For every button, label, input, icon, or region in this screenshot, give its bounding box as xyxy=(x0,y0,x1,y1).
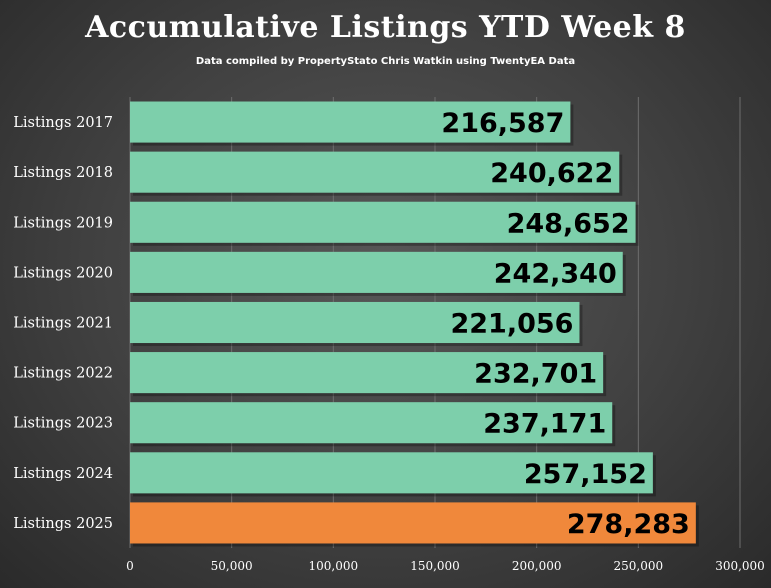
category-label: Listings 2024 xyxy=(13,466,113,482)
x-tick-label: 0 xyxy=(126,559,134,573)
category-label: Listings 2025 xyxy=(13,516,113,532)
value-label: 240,622 xyxy=(490,158,613,189)
category-label: Listings 2022 xyxy=(13,366,113,382)
value-label: 216,587 xyxy=(441,108,564,139)
category-label: Listings 2017 xyxy=(13,115,113,131)
x-tick-label: 50,000 xyxy=(211,559,253,573)
chart-title: Accumulative Listings YTD Week 8 xyxy=(85,10,686,45)
x-tick-label: 100,000 xyxy=(309,559,359,573)
bar xyxy=(130,452,653,494)
bar xyxy=(130,301,580,344)
bar xyxy=(130,251,623,293)
category-label: Listings 2021 xyxy=(13,316,113,332)
category-label: Listings 2019 xyxy=(13,215,113,231)
bar xyxy=(130,101,571,143)
value-labels: 216,587 240,622 248,652 242,340 221,056 232,7… xyxy=(441,108,689,540)
value-label: 237,171 xyxy=(483,409,606,440)
bar xyxy=(130,151,620,193)
value-label: 248,652 xyxy=(507,208,630,239)
chart-subtitle: Data compiled by PropertyStato Chris Wat… xyxy=(195,56,576,67)
x-tick-label: 150,000 xyxy=(410,559,460,573)
value-label: 257,152 xyxy=(524,459,647,490)
bar xyxy=(130,402,613,444)
value-label: 242,340 xyxy=(494,258,617,289)
bar xyxy=(130,352,604,394)
bar xyxy=(130,502,696,544)
x-tick-label: 300,000 xyxy=(715,559,765,573)
x-tick-labels: 0 50,000 100,000 150,000 200,000 250,000 300,0… xyxy=(126,559,765,573)
x-tick-label: 200,000 xyxy=(512,559,562,573)
value-label: 278,283 xyxy=(567,509,690,540)
category-labels: Listings 2017 Listings 2018 Listings 2019 L… xyxy=(13,115,113,532)
value-label: 221,056 xyxy=(450,309,573,340)
bar xyxy=(130,201,636,243)
value-label: 232,701 xyxy=(474,359,597,390)
category-label: Listings 2018 xyxy=(13,165,113,181)
x-tick-label: 250,000 xyxy=(614,559,664,573)
category-label: Listings 2023 xyxy=(13,416,113,432)
category-label: Listings 2020 xyxy=(13,265,113,281)
bars xyxy=(130,101,699,547)
